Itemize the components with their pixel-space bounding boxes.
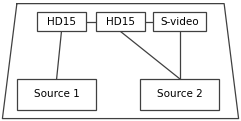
Bar [153, 12, 206, 31]
Bar [96, 12, 145, 31]
Text: S-video: S-video [160, 17, 199, 27]
Text: Source 2: Source 2 [157, 89, 202, 99]
Text: Source 1: Source 1 [34, 89, 80, 99]
Text: HD15: HD15 [106, 17, 135, 27]
Polygon shape [2, 4, 239, 119]
Bar [17, 79, 96, 110]
Bar [37, 12, 86, 31]
Bar [140, 79, 219, 110]
Text: HD15: HD15 [47, 17, 76, 27]
